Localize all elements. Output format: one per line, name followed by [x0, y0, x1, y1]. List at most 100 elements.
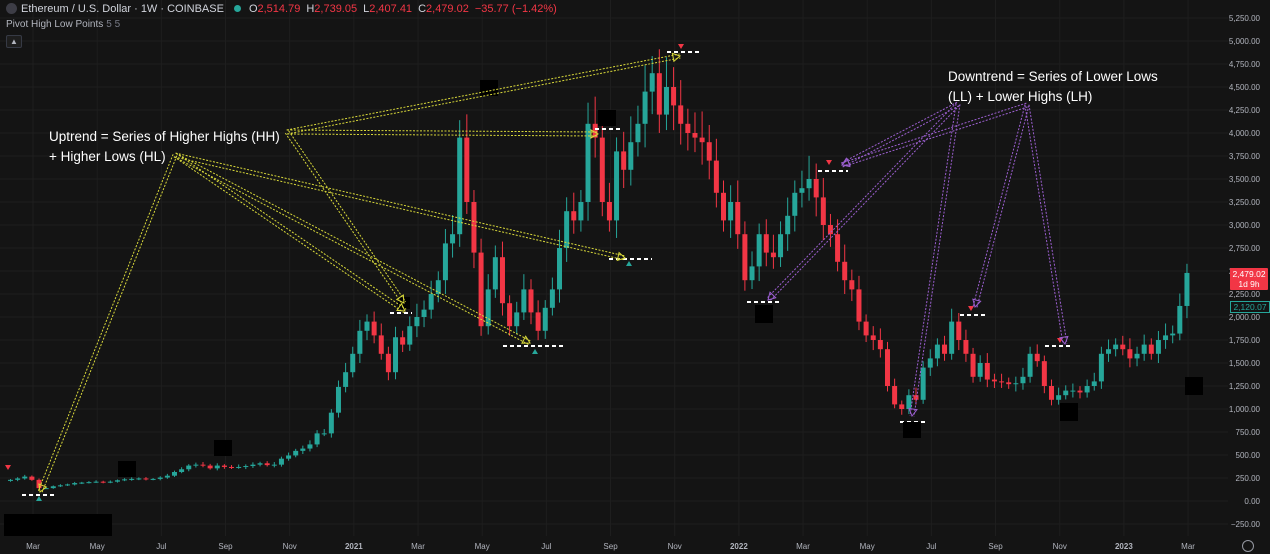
time-tick-label: May: [475, 542, 490, 551]
candle-body: [899, 404, 905, 409]
candle-body: [371, 321, 377, 336]
candle-body: [678, 105, 684, 124]
time-tick-label: May: [860, 542, 875, 551]
time-tick-label: Sep: [988, 542, 1003, 551]
price-axis[interactable]: 5,250.00 5,000.00 4,750.00 4,500.00 4,250.00…: [1229, 14, 1261, 529]
candle-body: [778, 234, 784, 258]
candle-body: [236, 466, 242, 468]
candle-body: [699, 137, 705, 143]
candle-body: [207, 465, 213, 469]
candle-body: [264, 463, 270, 466]
candle-body: [435, 280, 441, 294]
candle-body: [614, 151, 620, 221]
price-tick-label: 1,500.00: [1229, 359, 1261, 368]
candle-body: [735, 202, 741, 235]
black-mask-box: [755, 305, 773, 323]
candle-body: [1120, 344, 1126, 350]
candle-body: [307, 444, 313, 449]
symbol-header[interactable]: Ethereum / U.S. Dollar · 1W · COINBASE O2…: [6, 3, 563, 15]
candle-body: [671, 87, 677, 106]
settings-gear-icon[interactable]: [1242, 540, 1254, 552]
candle-body: [927, 358, 933, 368]
candle-body: [457, 137, 463, 235]
time-axis[interactable]: Mar May Jul Sep Nov 2021 Mar May Jul Sep Nov 2022 Ma…: [26, 542, 1195, 551]
candle-body: [564, 211, 570, 248]
ohlc-value: 2,407.41: [369, 3, 413, 15]
candle-body: [549, 289, 555, 308]
candle-body: [100, 481, 106, 483]
ohlc-key: H: [306, 3, 315, 15]
candle-body: [86, 482, 92, 484]
candle-body: [1098, 353, 1104, 382]
candle-body: [314, 433, 320, 445]
candle-body: [706, 142, 712, 161]
trend-arrow: [173, 152, 532, 346]
ohlc-key: O: [248, 3, 258, 15]
price-tick-label: 750.00: [1236, 428, 1261, 437]
candle-body: [628, 142, 634, 170]
price-tick-label: 1,000.00: [1229, 405, 1261, 414]
candle-body: [1006, 382, 1012, 385]
candle-body: [585, 123, 591, 202]
candle-body: [806, 179, 812, 189]
candle-body: [65, 484, 71, 486]
ohlc-value: 2,479.02: [426, 3, 469, 15]
ohlc-value: 2,514.79: [257, 3, 301, 15]
ohlc-value: −35.77 (−1.42%): [474, 3, 557, 15]
price-tick-label: 5,250.00: [1229, 14, 1261, 23]
candle-body: [713, 160, 719, 193]
candle-body: [507, 303, 513, 327]
candle-body: [792, 192, 798, 216]
candle-body: [143, 478, 149, 480]
candle-body: [50, 486, 56, 489]
pivot-high-icon: [826, 160, 832, 165]
price-tick-label: 3,250.00: [1229, 198, 1261, 207]
trend-arrow: [37, 154, 178, 493]
candle-body: [991, 379, 997, 382]
candle-body: [328, 412, 334, 434]
grid-lines: [0, 0, 1228, 536]
pivot-high-icon: [968, 306, 974, 311]
time-tick-label: May: [90, 542, 105, 551]
candle-body: [414, 317, 420, 327]
candle-body: [528, 289, 534, 313]
candle-body: [571, 211, 577, 221]
candle-body: [1091, 381, 1097, 386]
candle-body: [385, 353, 391, 373]
candle-body: [1034, 353, 1040, 362]
candle-body: [685, 123, 691, 133]
candle-body: [8, 479, 13, 481]
price-tick-label: 250.00: [1236, 474, 1261, 483]
candle-body: [1056, 395, 1062, 400]
price-tick-label: 1,750.00: [1229, 336, 1261, 345]
black-mask-box: [214, 440, 232, 456]
trend-arrow: [766, 102, 960, 302]
time-tick-label: Nov: [283, 542, 297, 551]
candle-body: [1048, 386, 1054, 400]
candle-body: [756, 234, 762, 267]
candle-body: [400, 337, 406, 345]
bar-countdown: 1d 9h: [1238, 279, 1260, 289]
indicator-legend[interactable]: Pivot High Low Points 5 5: [6, 19, 120, 30]
candle-body: [136, 478, 142, 480]
candle-body: [842, 261, 848, 281]
candle-body: [514, 312, 520, 327]
candle-body: [1041, 361, 1047, 386]
candle-body: [122, 479, 128, 481]
price-tick-label: 3,750.00: [1229, 152, 1261, 161]
price-tick-label: 4,250.00: [1229, 106, 1261, 115]
trend-arrow: [908, 103, 961, 417]
downtrend-line-2: (LL) + Lower Highs (LH): [948, 89, 1093, 104]
candle-body: [93, 481, 99, 483]
candle-body: [770, 252, 776, 258]
candle-body: [863, 321, 869, 336]
candle-body: [485, 289, 491, 327]
time-tick-label: 2023: [1115, 542, 1133, 551]
candle-body: [642, 91, 648, 124]
secondary-price-label: 2,120.07: [1230, 301, 1270, 313]
candle-body: [870, 335, 876, 340]
ethereum-logo-icon: [6, 3, 17, 14]
time-tick-label: Mar: [26, 542, 40, 551]
collapse-legend-button[interactable]: ▲: [6, 35, 22, 48]
